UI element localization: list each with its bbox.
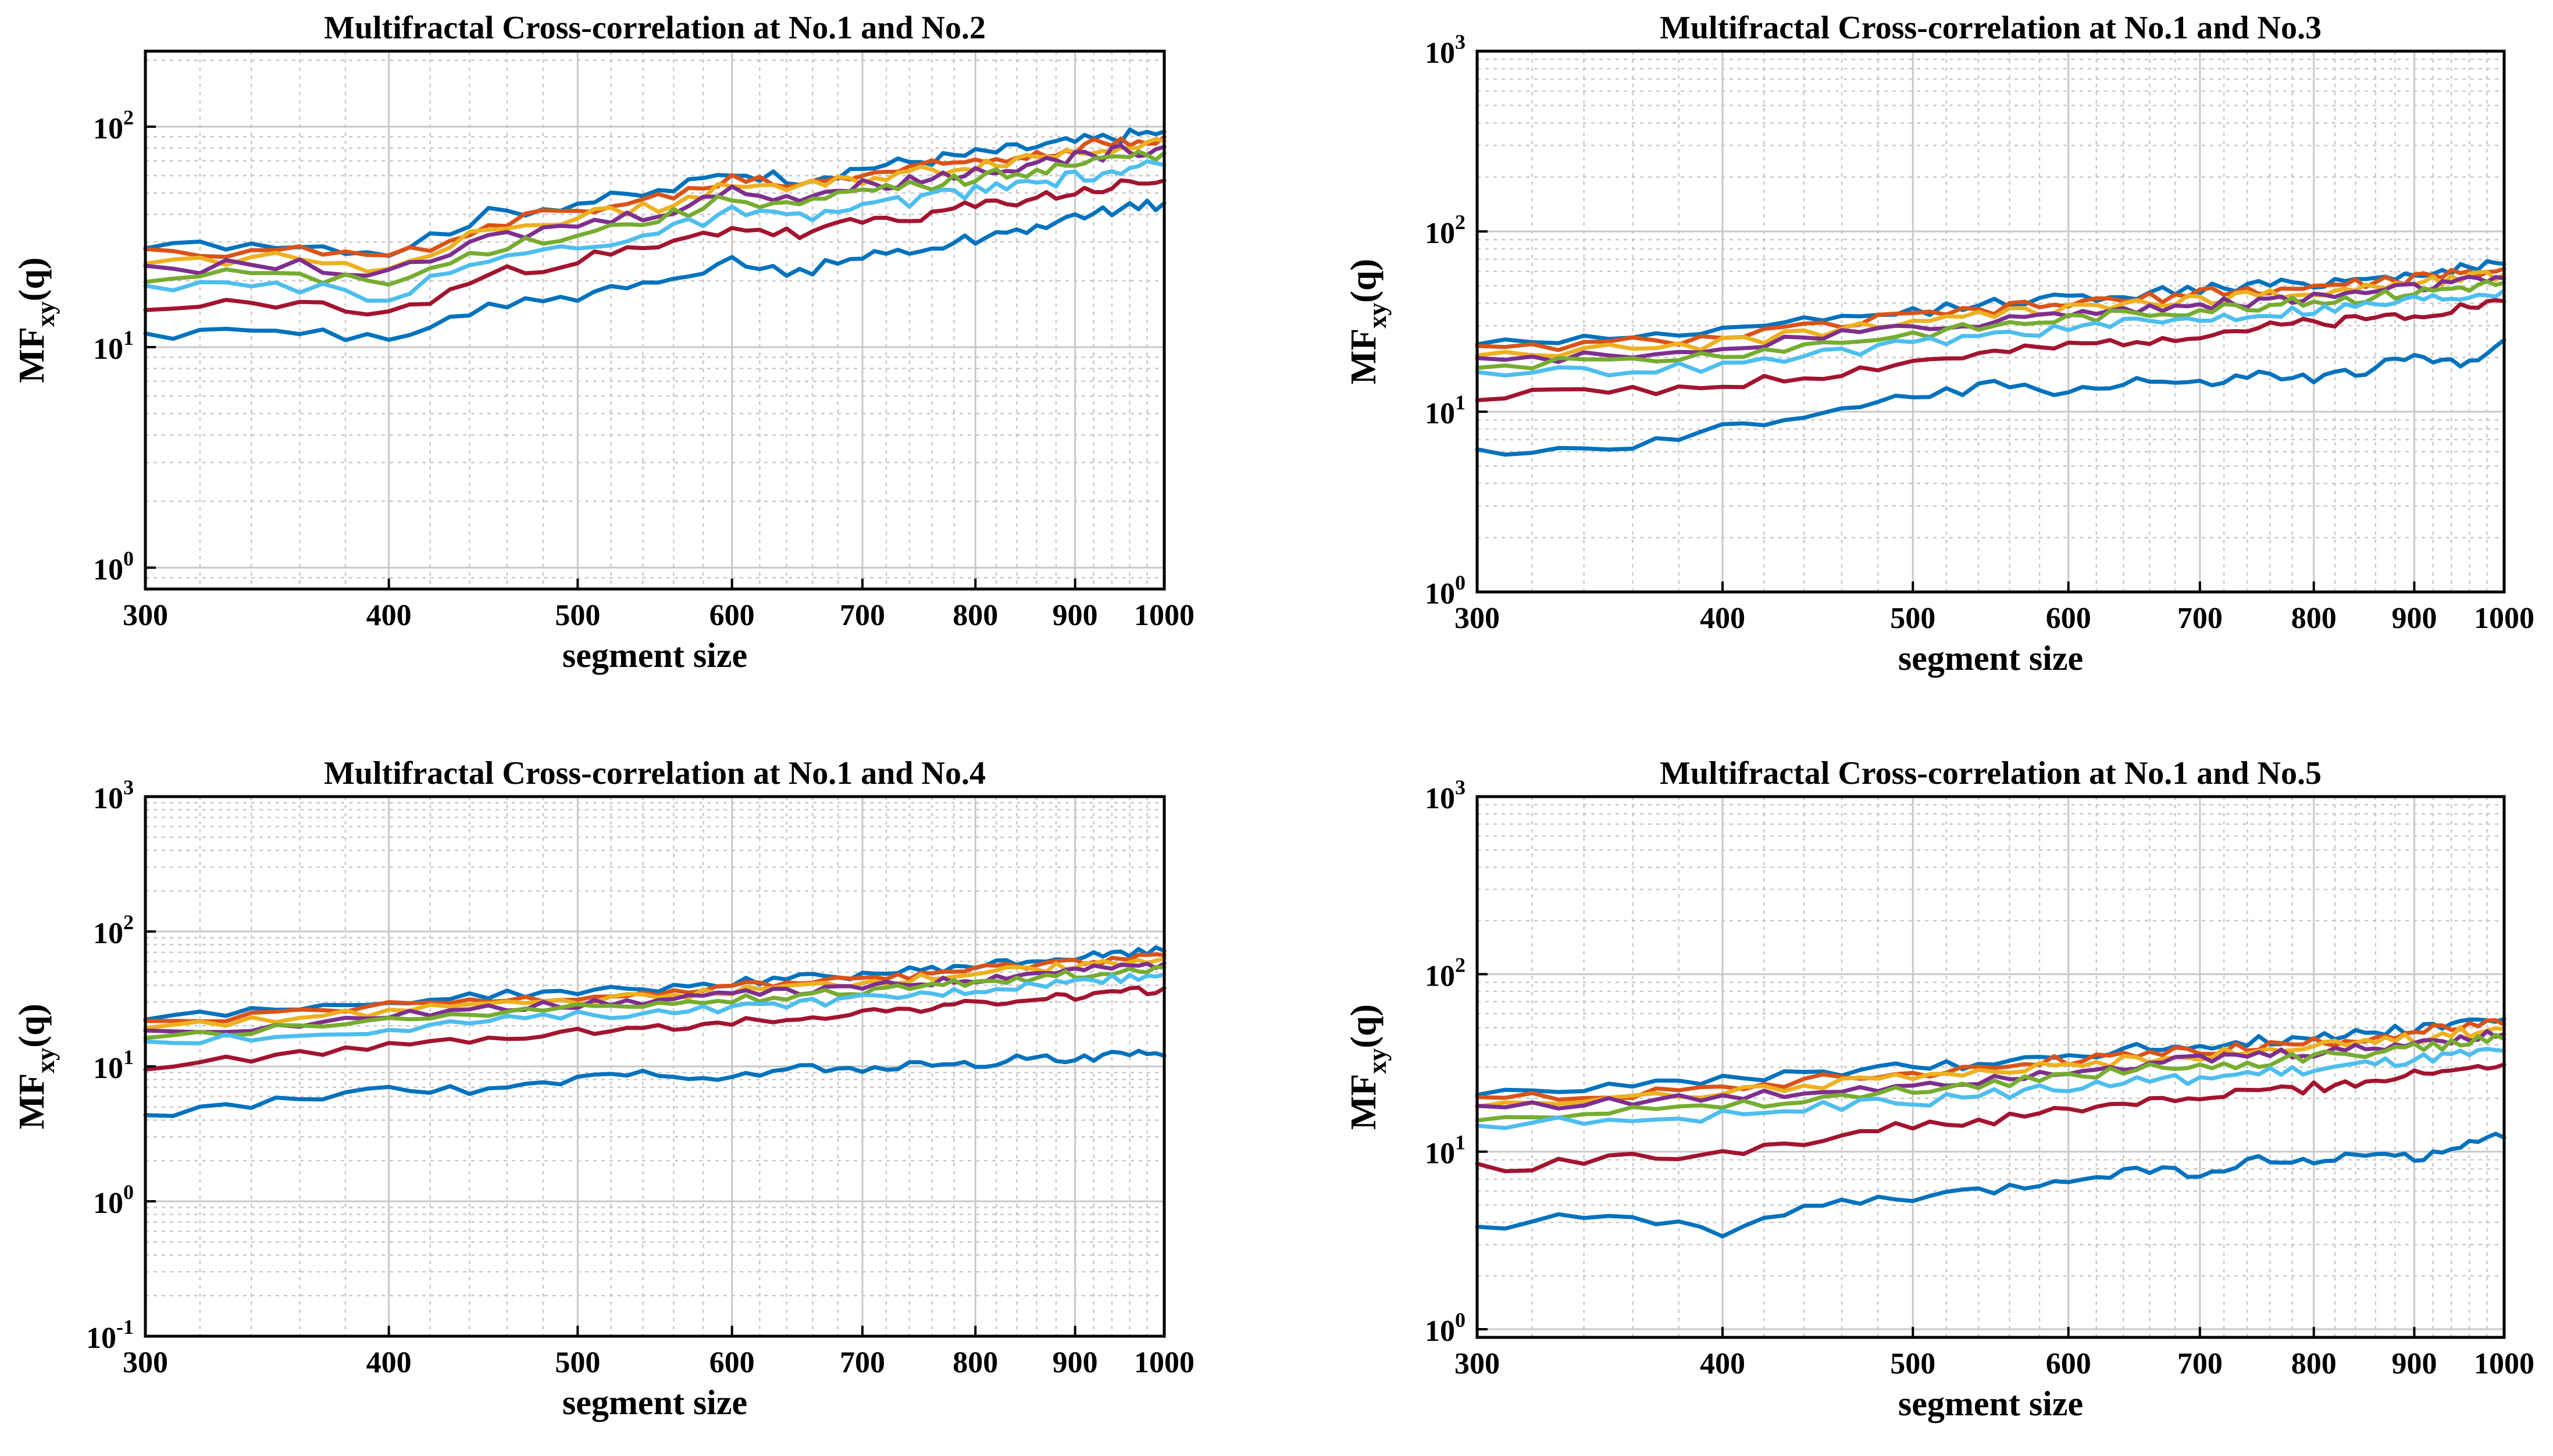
series-line-q3: [143, 137, 1167, 274]
series-line-q8: [1475, 338, 2506, 457]
y-axis-label: MFxy(q): [12, 257, 60, 383]
y-tick-label: 100: [93, 547, 134, 586]
y-axis-label: MFxy(q): [12, 1004, 60, 1129]
x-tick-label: 600: [709, 599, 755, 632]
y-tick-label: 100: [1425, 1308, 1466, 1348]
x-tick-label: 800: [2291, 1347, 2337, 1380]
x-axis-label: segment size: [562, 636, 747, 675]
axes-frame: [1475, 795, 2506, 1339]
y-tick-label: 101: [1425, 1131, 1466, 1170]
series-line-q7: [143, 985, 1167, 1072]
y-axis-label: MFxy(q): [1344, 1004, 1392, 1130]
chart-panel-4: 300 400 500 600 700 800 900 1000 100 101 102 103 Mul…: [1344, 755, 2534, 1423]
y-tick-label: 102: [1425, 210, 1466, 250]
x-tick-label: 700: [840, 599, 885, 632]
x-axis-label: segment size: [1898, 639, 2083, 677]
x-tick-label: 300: [1454, 1347, 1500, 1380]
chart-title: Multifractal Cross-correlation at No.1 a…: [1660, 10, 2322, 46]
x-tick-label: 700: [2177, 602, 2223, 635]
x-axis-label: segment size: [562, 1383, 747, 1422]
y-tick-label: 101: [1425, 391, 1466, 430]
series-line-q4: [143, 143, 1167, 278]
y-tick-label: 100: [1425, 571, 1466, 611]
chart-panel-1: 300 400 500 600 700 800 900 1000 100 101 102 Multif…: [12, 10, 1195, 675]
x-tick-label: 700: [2177, 1347, 2223, 1380]
series-line-q6: [143, 159, 1167, 303]
x-tick-label: 600: [2046, 1347, 2091, 1380]
y-tick-label: 10-1: [86, 1315, 134, 1355]
x-tick-label: 500: [555, 599, 600, 632]
x-tick-label: 800: [953, 599, 998, 632]
axes-frame: [1475, 49, 2506, 594]
y-tick-label: 102: [1425, 953, 1466, 993]
x-tick-label: 500: [1890, 1347, 1935, 1380]
series-line-q7: [1475, 298, 2506, 402]
series-group: [143, 127, 1167, 342]
x-tick-label: 300: [1454, 602, 1500, 635]
x-tick-label: 1000: [2474, 602, 2534, 635]
x-tick-label: 800: [953, 1346, 998, 1379]
y-tick-label: 100: [93, 1180, 134, 1220]
series-group: [1475, 259, 2506, 457]
series-line-q8: [1475, 1132, 2506, 1239]
series-line-q6: [143, 972, 1167, 1045]
series-line-q8: [143, 198, 1167, 342]
y-tick-label: 102: [93, 911, 134, 950]
chart-title: Multifractal Cross-correlation at No.1 a…: [324, 755, 986, 791]
y-tick-label: 103: [1425, 30, 1466, 70]
x-tick-label: 300: [123, 1346, 168, 1379]
series-line-q3: [1475, 1025, 2506, 1109]
x-tick-label: 500: [555, 1346, 600, 1379]
series-line-q7: [143, 178, 1167, 317]
x-tick-label: 500: [1890, 602, 1935, 635]
series-line-q5: [1475, 279, 2506, 370]
y-tick-label: 101: [93, 326, 134, 366]
x-tick-label: 900: [1053, 1346, 1098, 1379]
x-tick-label: 600: [709, 1346, 755, 1379]
x-tick-label: 400: [1700, 1347, 1745, 1380]
y-tick-label: 101: [93, 1045, 134, 1085]
x-tick-label: 1000: [2474, 1347, 2534, 1380]
chart-title: Multifractal Cross-correlation at No.1 a…: [1660, 755, 2322, 791]
y-tick-label: 103: [1425, 776, 1466, 815]
x-tick-label: 400: [1700, 602, 1745, 635]
series-line-q3: [143, 957, 1167, 1030]
grid-lines: [1477, 51, 2504, 592]
x-tick-label: 900: [2391, 1347, 2437, 1380]
series-line-q6: [1475, 288, 2506, 378]
y-tick-label: 102: [93, 106, 134, 145]
x-tick-label: 700: [840, 1346, 885, 1379]
series-line-q6: [1475, 1047, 2506, 1130]
series-line-q5: [143, 149, 1167, 287]
x-tick-label: 400: [366, 1346, 412, 1379]
chart-panel-3: 300 400 500 600 700 800 900 1000 10-1 100 101 102 10…: [12, 755, 1195, 1422]
chart-title: Multifractal Cross-correlation at No.1 a…: [324, 10, 986, 46]
series-group: [143, 945, 1167, 1118]
plot-area: [145, 51, 1164, 589]
x-tick-label: 1000: [1134, 599, 1195, 632]
axes-frame: [144, 49, 1166, 591]
series-line-q5: [1475, 1033, 2506, 1123]
series-line-q8: [143, 1048, 1167, 1118]
x-tick-label: 900: [1053, 599, 1098, 632]
x-tick-label: 300: [123, 599, 168, 632]
series-group: [1475, 1016, 2506, 1239]
x-tick-label: 400: [366, 599, 412, 632]
series-line-q1: [1475, 1016, 2506, 1097]
x-tick-label: 600: [2046, 602, 2091, 635]
series-line-q5: [143, 965, 1167, 1040]
x-axis-label: segment size: [1898, 1384, 2083, 1423]
x-tick-label: 1000: [1134, 1346, 1195, 1379]
chart-panel-2: 300 400 500 600 700 800 900 1000 100 101 102 103 Mul…: [1344, 10, 2534, 677]
y-axis-label: MFxy(q): [1344, 259, 1392, 384]
x-tick-label: 900: [2391, 602, 2437, 635]
series-line-q7: [1475, 1062, 2506, 1173]
x-tick-label: 800: [2291, 602, 2337, 635]
y-tick-label: 103: [93, 776, 134, 815]
